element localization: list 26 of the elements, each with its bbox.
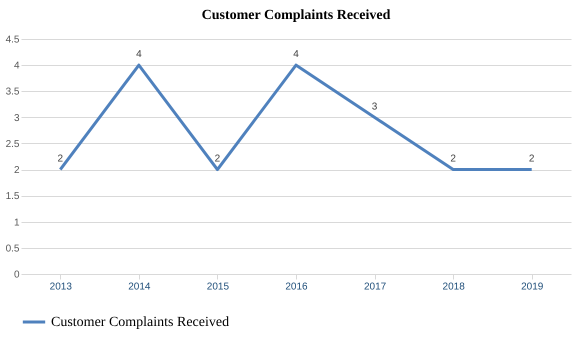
y-tick-label: 1.5 [6, 191, 20, 202]
y-tick-label: 3.5 [6, 86, 20, 98]
data-label: 2 [450, 154, 456, 165]
y-tick-label: 4 [14, 60, 20, 72]
data-label: 2 [214, 154, 221, 165]
y-tick-label: 3 [14, 112, 20, 124]
x-tick-label: 2017 [364, 282, 387, 292]
y-tick-label: 4.5 [6, 34, 20, 46]
legend-label: Customer Complaints Received [51, 315, 230, 330]
data-label: 2 [58, 154, 64, 165]
y-tick-label: 2.5 [6, 138, 20, 150]
y-tick-label: 0.5 [6, 243, 20, 254]
x-tick-label: 2014 [128, 282, 151, 292]
x-tick-label: 2019 [521, 282, 544, 292]
data-label: 4 [293, 49, 300, 60]
data-label: 4 [136, 49, 142, 60]
data-label: 3 [372, 101, 378, 112]
data-label: 2 [528, 154, 535, 165]
x-tick-label: 2015 [206, 282, 230, 292]
y-tick-label: 0 [14, 270, 20, 280]
x-tick-label: 2016 [285, 282, 308, 292]
chart-title: Customer Complaints Received [202, 8, 391, 23]
x-tick-label: 2013 [50, 282, 72, 292]
y-tick-label: 2 [14, 165, 20, 176]
x-tick-label: 2018 [442, 282, 466, 292]
y-tick-label: 1 [14, 217, 20, 228]
